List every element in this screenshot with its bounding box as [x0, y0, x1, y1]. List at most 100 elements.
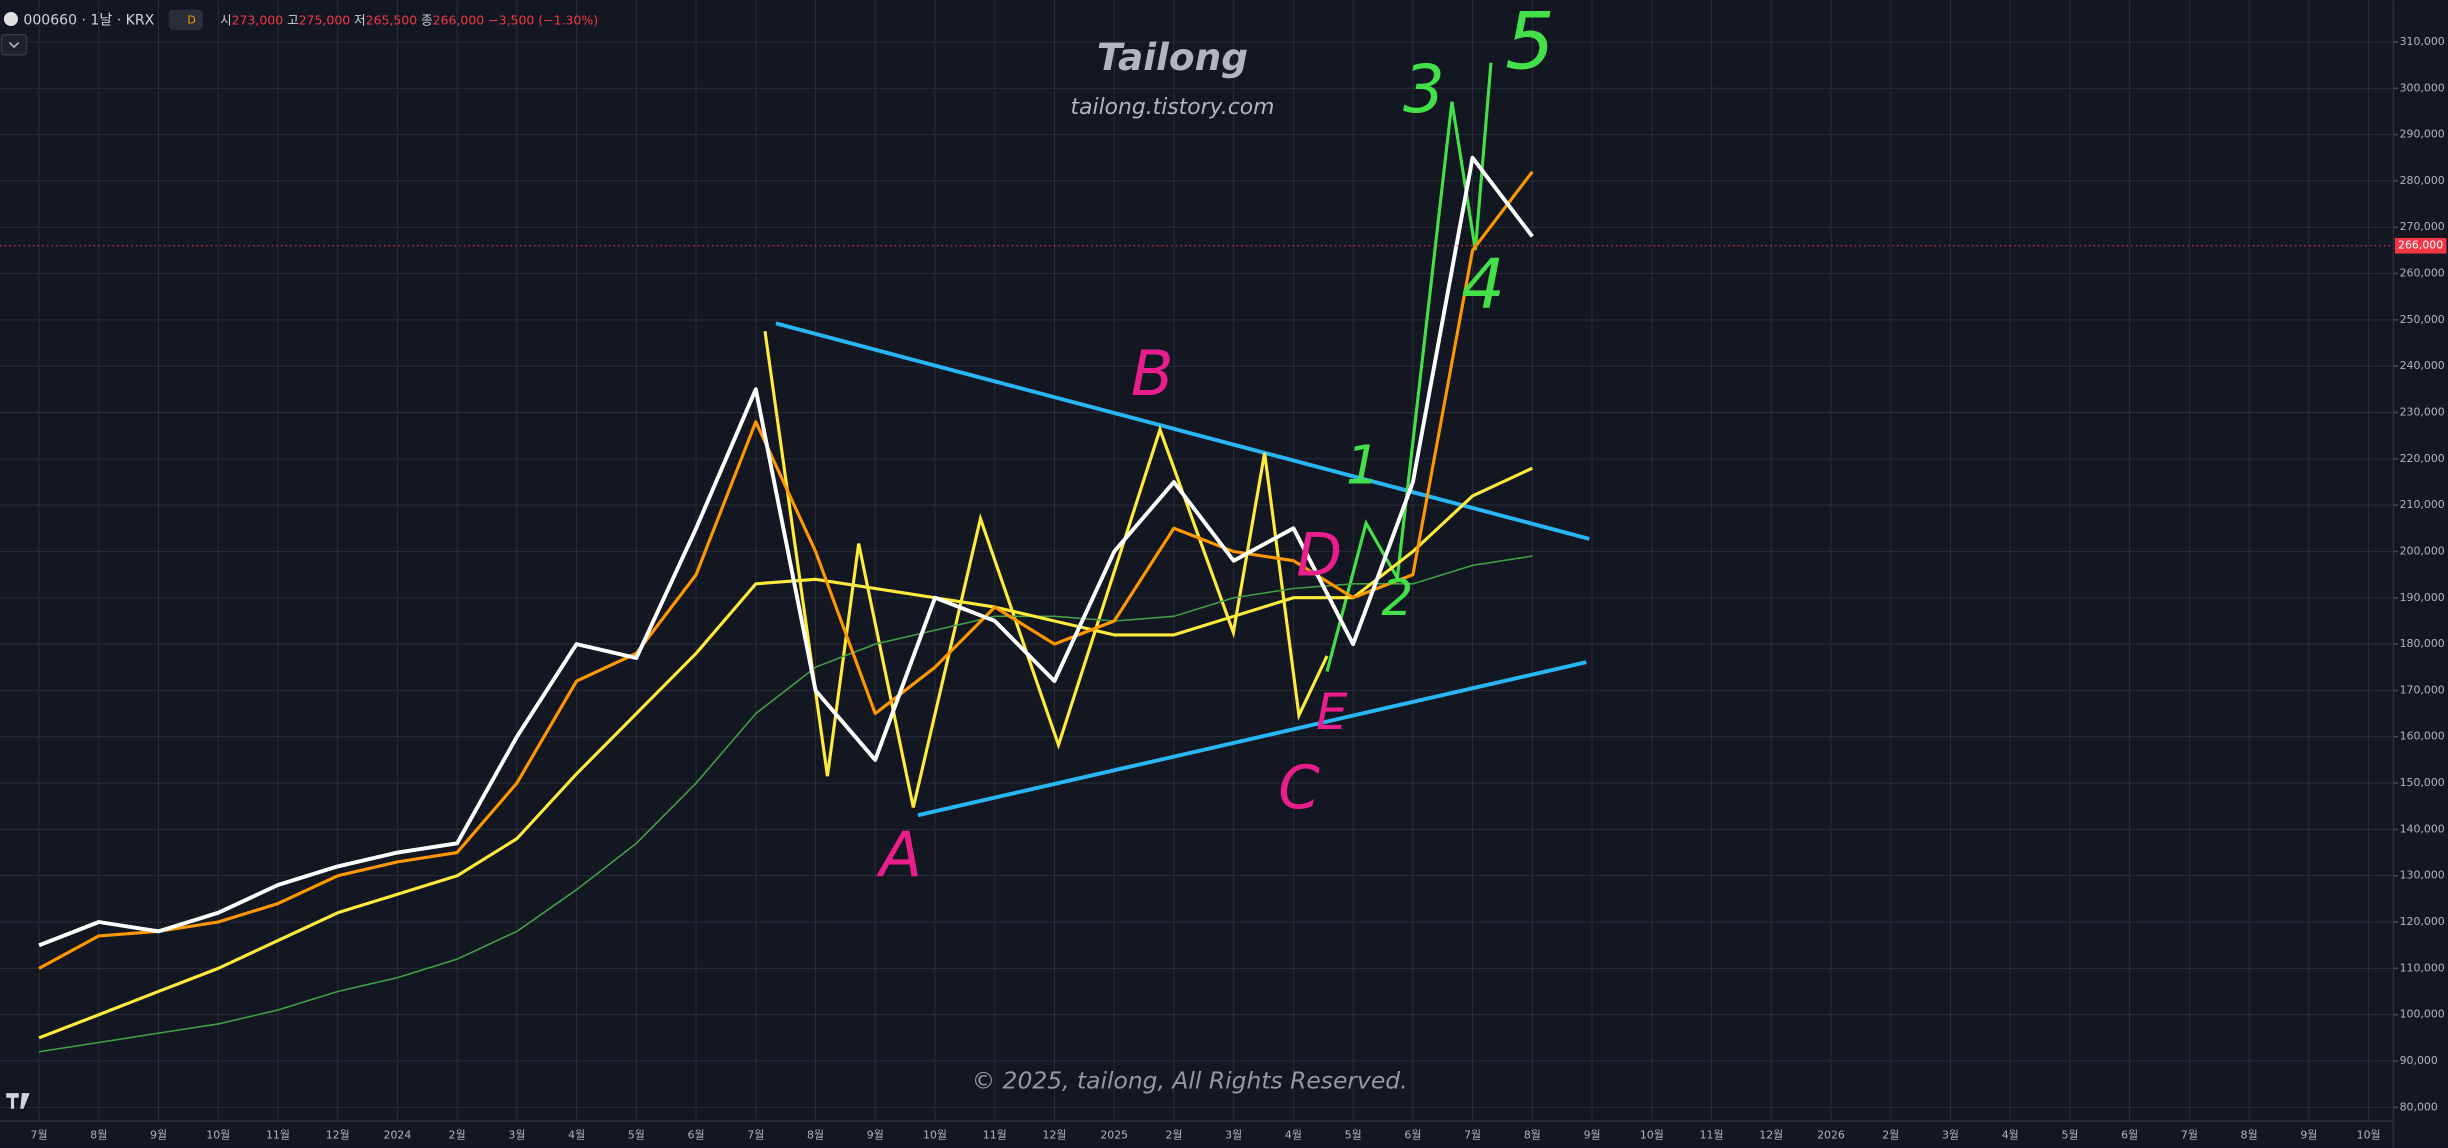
x-tick-label: 3월 [508, 1128, 525, 1141]
y-tick-label: 230,000 [2400, 406, 2445, 419]
low-label: 저 [354, 12, 365, 27]
x-tick-label: 5월 [2061, 1128, 2078, 1141]
series-group: A B C D E 1 2 3 4 5 [38, 0, 1555, 1053]
x-tick-label: 7월 [2181, 1128, 2198, 1141]
x-tick-label: 11월 [983, 1128, 1007, 1141]
x-tick-label: 4월 [2002, 1128, 2019, 1141]
y-tick-label: 280,000 [2400, 174, 2445, 187]
x-tick-label: 9월 [150, 1128, 167, 1141]
trendline-upper [775, 321, 1590, 541]
annotation: 4 [1461, 245, 1505, 325]
annotation: B [1131, 337, 1174, 410]
annotation: C [1278, 753, 1320, 822]
price-line [38, 170, 1534, 970]
last-price-label: 266,000 [2398, 239, 2443, 252]
wave-abcde [763, 331, 1329, 808]
open-label: 시 [220, 12, 231, 27]
trendline-lower [917, 660, 1587, 818]
y-tick-label: 220,000 [2400, 452, 2445, 465]
price-line [38, 555, 1533, 1053]
symbol: 000660 · 1날 · KRX [23, 13, 154, 29]
interval-badge [168, 9, 203, 30]
x-tick-label: 7월 [747, 1128, 764, 1141]
x-tick-label: 3월 [1225, 1128, 1242, 1141]
x-tick-label: 9월 [1584, 1128, 1601, 1141]
x-tick-label: 10월 [923, 1128, 947, 1141]
x-tick-label: 9월 [2300, 1128, 2317, 1141]
price-axis [2393, 0, 2448, 1148]
x-tick-label: 7월 [1464, 1128, 1481, 1141]
close-label: 종 [421, 12, 432, 27]
y-tick-label: 170,000 [2400, 683, 2445, 696]
y-tick-label: 140,000 [2400, 822, 2445, 835]
interval: D [187, 14, 195, 27]
axes: 80,000 90,000 100,000 110,000 120,000 130,000… [0, 35, 2447, 1141]
y-tick-label: 160,000 [2400, 730, 2445, 743]
high-label: 고 [287, 12, 298, 27]
wave-impulse [1325, 62, 1493, 672]
annotation: E [1316, 683, 1348, 741]
annotation: A [875, 818, 922, 891]
y-tick-label: 200,000 [2400, 544, 2445, 557]
y-tick-label: 80,000 [2400, 1100, 2438, 1113]
ohlc: 시273,000 고275,000 저265,500 종266,000 −3,5… [220, 12, 598, 27]
last-price-badge [2394, 237, 2447, 254]
x-tick-label: 8월 [807, 1128, 824, 1141]
y-tick-label: 110,000 [2400, 961, 2445, 974]
x-tick-label: 12월 [1043, 1128, 1067, 1141]
collapse-icon [8, 41, 20, 49]
x-tick-label: 11월 [1700, 1128, 1724, 1141]
y-tick-label: 260,000 [2400, 267, 2445, 280]
grid [0, 0, 2394, 1122]
x-tick-label: 2월 [449, 1128, 466, 1141]
x-tick-label: 6월 [1404, 1128, 1421, 1141]
x-tick-label: 2024 [384, 1128, 412, 1141]
x-tick-label: 8월 [1524, 1128, 1541, 1141]
x-tick-label: 10월 [1640, 1128, 1664, 1141]
y-tick-label: 310,000 [2400, 35, 2445, 48]
open: 273,000 [232, 12, 284, 27]
x-tick-label: 2월 [1165, 1128, 1182, 1141]
y-tick-label: 120,000 [2400, 915, 2445, 928]
price-line [38, 155, 1534, 948]
x-tick-label: 12월 [326, 1128, 350, 1141]
y-tick-label: 90,000 [2400, 1054, 2438, 1067]
annotation: D [1296, 520, 1342, 589]
annotation: 3 [1403, 52, 1445, 128]
x-tick-label: 9월 [867, 1128, 884, 1141]
x-tick-label: 12월 [1759, 1128, 1783, 1141]
x-tick-label: 5월 [628, 1128, 645, 1141]
y-tick-label: 270,000 [2400, 220, 2445, 233]
annotation: 2 [1381, 569, 1413, 627]
x-tick-label: 10월 [206, 1128, 230, 1141]
high: 275,000 [299, 12, 351, 27]
tv-logo [6, 1093, 30, 1109]
annotation: 5 [1505, 0, 1555, 88]
watermark-subtitle: tailong.tistory.com [1071, 95, 1275, 120]
x-tick-label: 6월 [688, 1128, 705, 1141]
y-tick-label: 250,000 [2400, 313, 2445, 326]
x-tick-label: 3월 [1942, 1128, 1959, 1141]
x-tick-label: 2월 [1882, 1128, 1899, 1141]
x-tick-label: 8월 [90, 1128, 107, 1141]
low: 265,500 [366, 12, 418, 27]
x-tick-label: 4월 [1285, 1128, 1302, 1141]
x-tick-label: 2025 [1100, 1128, 1128, 1141]
annotation: 1 [1346, 434, 1380, 496]
collapse-button[interactable] [0, 33, 28, 56]
y-tick-label: 210,000 [2400, 498, 2445, 511]
footer: © 2025, tailong, All Rights Reserved. [972, 1067, 1408, 1095]
x-tick-label: 4월 [568, 1128, 585, 1141]
y-tick-label: 130,000 [2400, 869, 2445, 882]
symbol-icon [3, 11, 18, 27]
change: −3,500 (−1.30%) [488, 12, 598, 27]
x-tick-label: 7월 [31, 1128, 48, 1141]
x-tick-label: 5월 [1345, 1128, 1362, 1141]
close: 266,000 [433, 12, 485, 27]
watermark-title: Tailong [1097, 35, 1248, 79]
y-tick-label: 300,000 [2400, 81, 2445, 94]
y-tick-label: 290,000 [2400, 128, 2445, 141]
x-tick-label: 8월 [2241, 1128, 2258, 1141]
